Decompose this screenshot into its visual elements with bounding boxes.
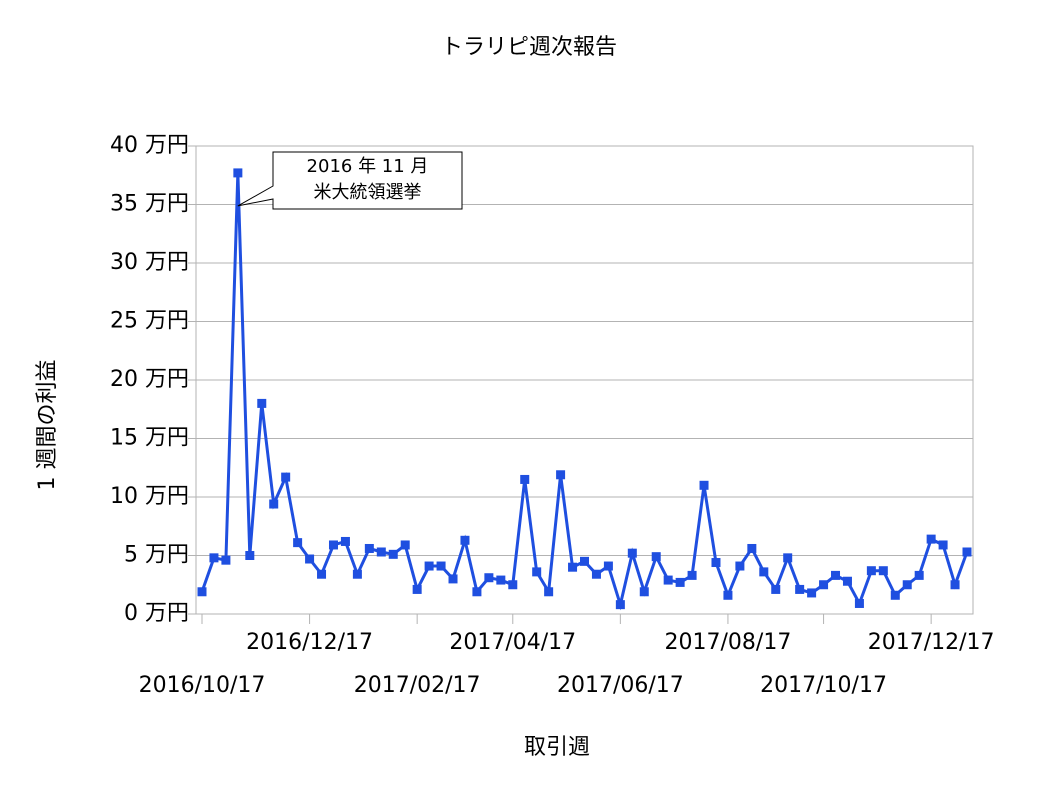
data-point xyxy=(663,575,673,585)
data-point xyxy=(819,580,829,590)
y-axis-label: 1 週間の利益 xyxy=(35,360,60,491)
data-point xyxy=(544,587,554,597)
data-point xyxy=(878,566,888,576)
chart-title: トラリピ週次報告 xyxy=(441,35,617,60)
data-point xyxy=(771,584,781,594)
data-point xyxy=(639,587,649,597)
data-point xyxy=(340,536,350,546)
x-tick-label: 2017/04/17 xyxy=(449,630,576,655)
data-point xyxy=(556,470,566,480)
data-point xyxy=(591,569,601,579)
data-point xyxy=(950,580,960,590)
data-point xyxy=(388,549,398,559)
data-point xyxy=(938,540,948,550)
data-point xyxy=(783,553,793,563)
data-point xyxy=(508,580,518,590)
data-point xyxy=(293,538,303,548)
y-tick-label: 25 万円 xyxy=(110,309,189,334)
data-point xyxy=(627,548,637,558)
data-point xyxy=(317,569,327,579)
annotation-text: 2016 年 11 月 xyxy=(307,156,429,177)
data-point xyxy=(807,588,817,598)
annotation-text: 米大統領選挙 xyxy=(314,182,422,203)
data-point xyxy=(926,534,936,544)
data-point xyxy=(615,600,625,610)
y-tick-label: 35 万円 xyxy=(110,192,189,217)
x-axis-label: 取引週 xyxy=(524,735,590,760)
data-point xyxy=(532,567,542,577)
data-point xyxy=(890,590,900,600)
data-point xyxy=(221,555,231,565)
x-tick-label: 2016/12/17 xyxy=(246,630,373,655)
x-tick-label: 2017/12/17 xyxy=(868,630,995,655)
data-point xyxy=(795,584,805,594)
x-tick-label: 2017/02/17 xyxy=(354,673,481,698)
x-tick-label: 2016/10/17 xyxy=(139,673,266,698)
data-point xyxy=(496,575,506,585)
data-point xyxy=(400,540,410,550)
data-point xyxy=(376,547,386,557)
data-point xyxy=(580,556,589,566)
data-point xyxy=(651,552,661,562)
data-point xyxy=(245,551,255,560)
data-point xyxy=(520,474,530,484)
y-tick-label: 5 万円 xyxy=(124,543,189,568)
data-point xyxy=(902,580,912,590)
data-point xyxy=(352,569,362,579)
data-point xyxy=(675,577,685,587)
data-point xyxy=(484,573,494,583)
y-tick-label: 30 万円 xyxy=(110,250,189,275)
data-point xyxy=(842,576,852,586)
annotation-box xyxy=(237,151,463,210)
y-tick-label: 20 万円 xyxy=(110,367,189,392)
data-point xyxy=(209,553,219,563)
data-point xyxy=(281,472,291,482)
data-point xyxy=(831,570,841,580)
y-tick-label: 0 万円 xyxy=(124,601,189,626)
data-point xyxy=(914,570,924,580)
data-point xyxy=(412,584,422,594)
data-point xyxy=(364,543,374,553)
data-point xyxy=(723,590,733,600)
y-tick-label: 10 万円 xyxy=(110,484,189,509)
data-point xyxy=(568,562,578,572)
data-point xyxy=(305,554,315,564)
data-point xyxy=(866,566,876,576)
data-point xyxy=(747,543,757,553)
data-point xyxy=(735,561,745,571)
data-point xyxy=(759,567,769,577)
x-tick-label: 2017/06/17 xyxy=(557,673,684,698)
data-point xyxy=(233,168,243,178)
y-tick-label: 15 万円 xyxy=(110,426,189,451)
data-point xyxy=(711,558,721,568)
x-tick-label: 2017/10/17 xyxy=(760,673,887,698)
data-point xyxy=(603,561,613,571)
data-point xyxy=(699,480,709,490)
data-point xyxy=(257,398,267,408)
x-tick-label: 2017/08/17 xyxy=(665,630,792,655)
data-point xyxy=(328,540,338,550)
data-point xyxy=(687,570,697,580)
data-point xyxy=(962,547,972,557)
data-line xyxy=(200,172,969,611)
data-point xyxy=(472,587,482,597)
data-point xyxy=(197,587,207,597)
data-point xyxy=(424,561,434,571)
data-point xyxy=(436,561,446,571)
data-point xyxy=(448,574,458,584)
data-point xyxy=(460,535,470,545)
y-tick-label: 40 万円 xyxy=(110,133,189,158)
data-point xyxy=(269,499,279,509)
data-point xyxy=(854,598,864,608)
